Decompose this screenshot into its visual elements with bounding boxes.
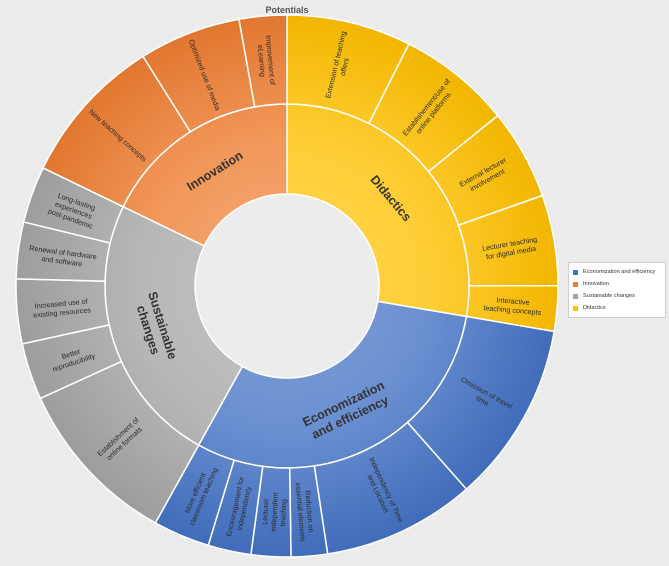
chart-title: Potentials (265, 5, 308, 15)
legend-label: Innovation (583, 281, 609, 287)
legend-item-sustainable-changes: Sustainable changes (573, 290, 661, 302)
legend-item-innovation: Innovation (573, 278, 661, 290)
legend-swatch (573, 281, 578, 287)
sunburst-rings (15, 14, 559, 558)
legend-item-economization-and-efficiency: Economization and efficiency (573, 266, 661, 278)
legend-label: Economization and efficiency (583, 269, 656, 275)
legend-swatch (573, 293, 578, 299)
legend-label: Sustainable changes (583, 293, 635, 299)
legend-swatch (573, 305, 578, 311)
label-long-lasting-experiences-post-pandemic: Long-lastingexperiencespost-pandemic (47, 189, 101, 230)
chart-legend: Economization and efficiency Innovation Su… (568, 262, 666, 318)
legend-swatch (573, 269, 578, 275)
segment-improvement-of-elearning[interactable] (238, 14, 288, 108)
legend-label: Didactics (583, 305, 606, 311)
label-lecturer-independent-teaching: Lecturerindependentteaching (260, 492, 289, 533)
legend-item-didactics: Didactics (573, 302, 661, 314)
label-improvement-of-elearning: Improvement ofeLearning (255, 35, 277, 86)
